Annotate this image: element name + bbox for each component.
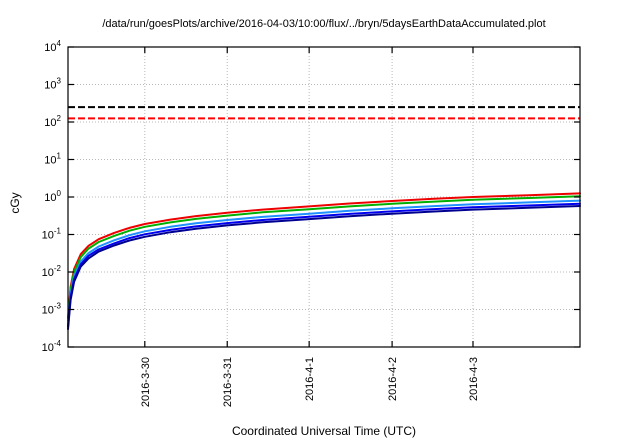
y-tick-label: 10-2 bbox=[42, 264, 62, 279]
y-tick-label: 10-4 bbox=[42, 339, 62, 354]
accumulated-dose-blue-curve bbox=[67, 202, 581, 328]
x-tick-label: 2016-4-1 bbox=[304, 357, 316, 401]
y-tick-label: 10-1 bbox=[42, 227, 62, 242]
y-tick-label: 103 bbox=[44, 77, 61, 92]
y-tick-label: 104 bbox=[44, 39, 61, 54]
plot-title: /data/run/goesPlots/archive/2016-04-03/1… bbox=[102, 18, 546, 30]
accumulated-dose-lightblue-curve bbox=[67, 199, 581, 326]
y-tick-label: 10-3 bbox=[42, 302, 62, 317]
accumulated-dose-red-curve bbox=[67, 192, 581, 319]
x-tick-label: 2016-3-31 bbox=[222, 357, 234, 407]
y-tick-label: 102 bbox=[44, 114, 61, 129]
x-axis-label: Coordinated Universal Time (UTC) bbox=[231, 424, 417, 438]
accumulated-dose-green-curve bbox=[67, 195, 581, 322]
y-tick-label: 101 bbox=[44, 152, 61, 167]
x-tick-label: 2016-4-3 bbox=[468, 357, 480, 401]
x-tick-label: 2016-3-30 bbox=[140, 357, 152, 407]
accumulated-dose-navy-curve bbox=[67, 205, 581, 331]
x-tick-label: 2016-4-2 bbox=[387, 357, 399, 401]
y-tick-label: 100 bbox=[44, 189, 61, 204]
